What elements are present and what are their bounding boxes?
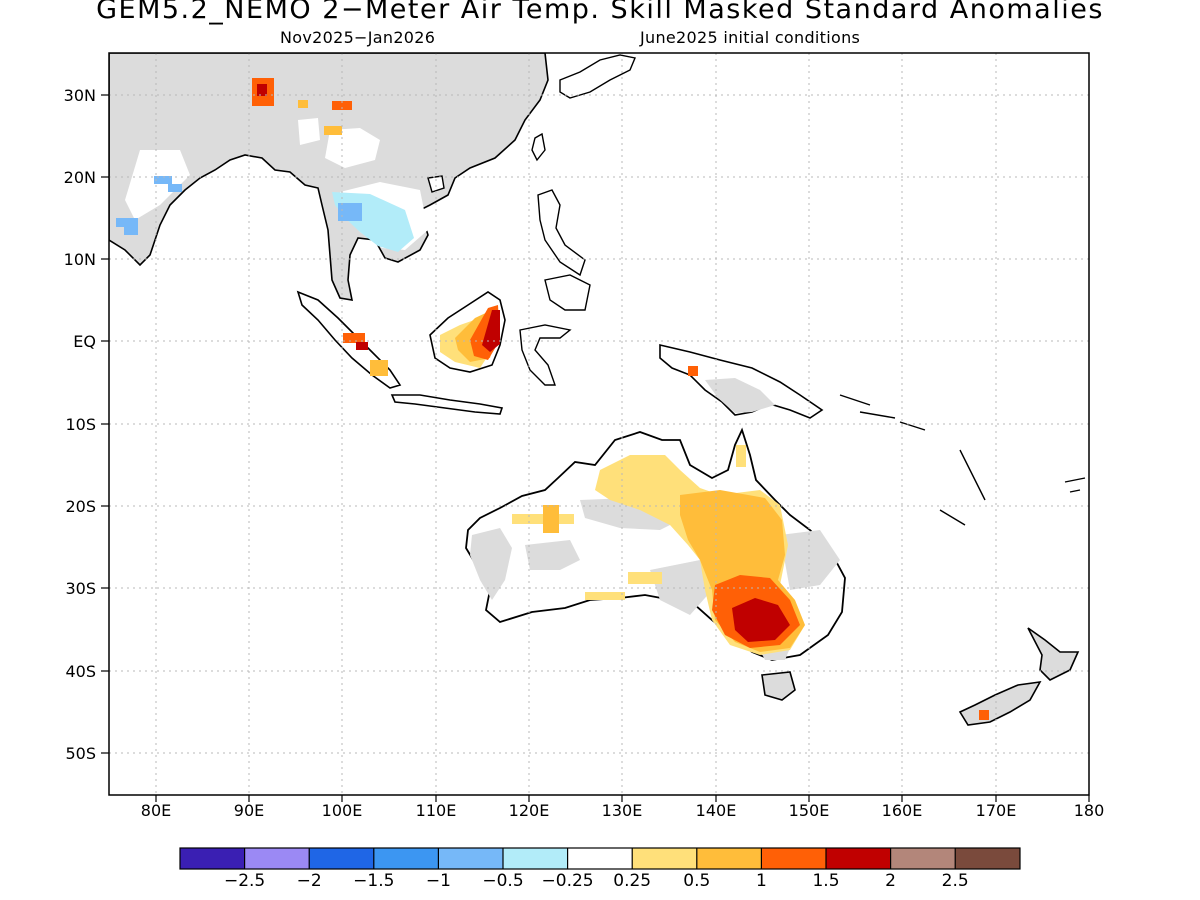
colorbar-label-2: −1.5	[353, 871, 395, 891]
graticule	[109, 53, 1089, 795]
asia-mainland	[109, 53, 549, 301]
colorbar-box-2	[309, 848, 374, 869]
colorbar-label-7: 0.5	[683, 871, 711, 891]
australia-darkred-anomaly	[732, 598, 790, 642]
lon-label-140e: 140E	[695, 801, 737, 820]
india-cold-cell-d	[168, 184, 182, 192]
asia-white-patch-c	[298, 118, 320, 145]
lon-label-120e: 120E	[508, 801, 550, 820]
lon-label-110e: 110E	[415, 801, 457, 820]
vanuatu	[959, 449, 986, 501]
philippines-luzon	[537, 189, 586, 277]
lat-label-eq: EQ	[73, 332, 96, 351]
lat-label-40s: 40S	[65, 662, 96, 681]
colorbar-label-0: −2.5	[223, 871, 266, 891]
colorbar-label-10: 2	[885, 871, 896, 891]
tasmania	[761, 671, 796, 701]
australia-yellow-cell-e	[736, 445, 746, 467]
colorbar-label-3: −1	[425, 871, 451, 891]
solomon-islands	[839, 394, 926, 431]
japan	[559, 54, 636, 99]
lat-label-20n: 20N	[63, 168, 96, 187]
colorbar	[179, 847, 1021, 870]
tibet-warm-cell-d	[298, 100, 308, 108]
lon-label-180: 180	[1073, 801, 1105, 820]
australia-gray-east	[780, 530, 840, 590]
lon-label-80e: 80E	[140, 801, 172, 820]
lat-label-30s: 30S	[65, 579, 96, 598]
asia-white-patch-a	[325, 128, 380, 168]
colorbar-label-5: −0.25	[541, 871, 594, 891]
colorbar-label-6: 0.25	[613, 871, 652, 891]
lat-label-30n: 30N	[63, 86, 96, 105]
new-guinea-warm-cell	[688, 366, 698, 376]
lat-label-50s: 50S	[65, 744, 96, 763]
new-guinea-gray	[705, 378, 775, 413]
colorbar-box-1	[244, 848, 310, 869]
sumatra-warm-cell-c	[370, 360, 388, 376]
australia-yellow-cell-b	[543, 505, 559, 533]
australia-gray-south	[650, 560, 712, 615]
colorbar-box-7	[632, 848, 697, 869]
colorbar-box-9	[761, 848, 826, 869]
indochina-cold-cell	[338, 203, 362, 221]
asia-white-patch-b	[125, 150, 190, 220]
colorbar-label-1: −2	[296, 871, 322, 891]
sumatra-warm-cell-b	[356, 342, 368, 350]
lon-label-130e: 130E	[601, 801, 643, 820]
axis-ticks	[101, 94, 1090, 802]
java	[390, 394, 504, 415]
colorbar-box-0	[180, 848, 245, 869]
map-title: GEM5.2_NEMO 2−Meter Air Temp. Skill Mask…	[96, 0, 1104, 25]
colorbar-box-10	[826, 848, 891, 869]
forecast-period: Nov2025−Jan2026	[280, 28, 436, 47]
colorbar-box-6	[567, 848, 633, 869]
australia-gray-west	[470, 528, 512, 600]
colorbar-label-4: −0.5	[482, 871, 524, 891]
colorbar-box-8	[696, 848, 762, 869]
philippines-mindanao	[544, 274, 591, 311]
colorbar-box-11	[890, 848, 956, 869]
india-cold-cell-b	[124, 226, 138, 235]
colorbar-label-9: 1.5	[812, 871, 840, 891]
initial-conditions: June2025 initial conditions	[640, 28, 861, 47]
colorbar-box-4	[438, 848, 503, 869]
lon-label-90e: 90E	[233, 801, 265, 820]
lon-label-100e: 100E	[321, 801, 363, 820]
ocean-background	[109, 53, 1089, 795]
tibet-warm-cell-b	[257, 84, 267, 96]
new-caledonia	[939, 509, 966, 526]
new-zealand-north	[1027, 627, 1080, 681]
lon-label-150e: 150E	[788, 801, 830, 820]
lon-label-170e: 170E	[975, 801, 1017, 820]
australia-gray-central	[525, 540, 580, 570]
borneo-darkred-anomaly	[482, 310, 500, 352]
tibet-warm-cell-e	[324, 126, 342, 135]
fiji	[1064, 477, 1086, 493]
colorbar-label-11: 2.5	[941, 871, 969, 891]
australia-yellow-cell-d	[628, 572, 662, 584]
sumatra-warm-cell-a	[343, 333, 365, 343]
lat-label-20s: 20S	[65, 497, 96, 516]
lat-label-10s: 10S	[65, 415, 96, 434]
hainan	[427, 175, 445, 193]
new-zealand-warm-cell	[979, 710, 989, 720]
colorbar-box-5	[503, 848, 568, 869]
lon-label-160e: 160E	[881, 801, 923, 820]
lat-label-10n: 10N	[63, 250, 96, 269]
tibet-warm-cell-c	[332, 101, 352, 110]
taiwan	[531, 132, 546, 162]
india-cold-cell-a	[116, 218, 138, 227]
india-cold-cell-c	[154, 176, 172, 184]
colorbar-label-8: 1	[755, 871, 767, 891]
colorbar-box-12	[955, 848, 1020, 869]
australia-yellow-cell-c	[585, 592, 625, 600]
colorbar-box-3	[373, 848, 439, 869]
